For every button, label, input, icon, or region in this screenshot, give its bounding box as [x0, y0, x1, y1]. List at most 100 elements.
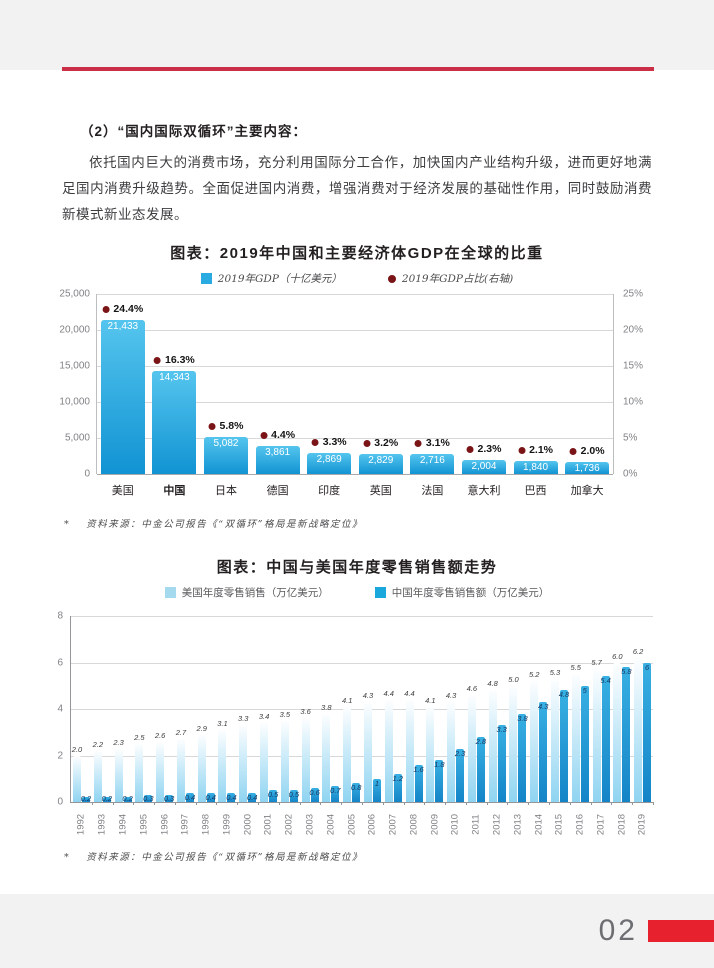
retail-value-us: 4.4 [383, 688, 394, 698]
retail-value-us: 5.3 [549, 667, 561, 677]
gdp-chart-column: 1,840 2.1% 巴西 [510, 294, 562, 497]
body-paragraph: 依托国内巨大的消费市场，充分利用国际分工合作，加快国内产业结构升级，进而更好地满… [62, 155, 652, 222]
axis-tick-label: 0 [84, 468, 90, 480]
retail-bar-cn [165, 795, 174, 802]
year-label: 1997 [179, 813, 191, 836]
retail-groups: 2.0 0.2 1992 2.2 0.2 1993 2.3 0.2 1994 2.5 0.3 1995… [71, 616, 654, 835]
gdp-category-label: 英国 [369, 485, 392, 497]
legend-label: 2019年GDP（十亿美元） [217, 273, 342, 285]
gdp-pct-label: 2.0% [580, 445, 605, 457]
gdp-pct-marker: 3.3% [311, 436, 347, 448]
axis-tick-label: 15% [623, 360, 644, 372]
retail-bar-cn [82, 797, 90, 802]
retail-year-group: 5.5 5 2016 [570, 616, 592, 835]
gdp-bar: 2,869 [307, 453, 352, 474]
gdp-bar: 1,736 [565, 462, 610, 474]
gdp-bar-value: 2,716 [419, 455, 445, 466]
axis-tick-label: 10% [623, 396, 644, 408]
gdp-chart-column: 3,861 4.4% 德国 [252, 294, 304, 497]
retail-year-group: 4.4 1.2 2007 [383, 616, 405, 835]
retail-year-group: 4.3 2.3 2010 [445, 616, 467, 835]
retail-bar-cn [476, 736, 485, 802]
retail-bar-cn [539, 702, 548, 802]
retail-chart: 8 6 4 2 0 2.0 0.2 1992 2.2 0.2 1993 2.3 0.2 1994 2.5 0.… [57, 611, 654, 835]
year-label: 2003 [304, 813, 316, 836]
retail-value-cn: 0.5 [267, 790, 279, 800]
x-axis-tick [382, 802, 384, 805]
footer-red-bar [648, 920, 714, 942]
gdp-pct-label: 3.3% [322, 436, 347, 448]
gdp-bar-value: 2,869 [316, 454, 342, 465]
gdp-pct-label: 2.1% [529, 444, 554, 456]
retail-bar-cn [185, 792, 194, 802]
gdp-pct-marker: 3.1% [414, 437, 450, 449]
circle-swatch-icon [387, 274, 396, 283]
gdp-chart-column: 5,082 5.8% 日本 [200, 294, 252, 497]
x-axis-tick [507, 802, 509, 805]
gdp-chart-column: 14,343 16.3% 中国 [149, 294, 201, 497]
retail-year-group: 5.0 3.8 2013 [507, 616, 530, 835]
retail-value-us: 2.7 [175, 728, 187, 738]
gdp-chart-plot: 21,433 24.4% 美国 14,343 16.3% 中国 5,082 5.8% 日本 3,8… [96, 294, 614, 497]
gridline [97, 474, 613, 475]
axis-tick-label: 4 [57, 703, 63, 715]
retail-bar-cn [393, 774, 402, 802]
retail-value-cn: 0.5 [288, 790, 300, 800]
gdp-pct-marker: 4.4% [260, 429, 295, 441]
retail-value-us: 3.8 [321, 702, 332, 712]
year-label: 2013 [512, 813, 524, 836]
pct-dot-icon [154, 356, 161, 364]
x-axis-tick [569, 802, 571, 805]
gdp-bar: 2,829 [358, 454, 403, 474]
gdp-bar-value: 1,840 [523, 462, 549, 473]
retail-year-group: 3.6 0.6 2003 [300, 616, 322, 835]
retail-bar-cn [518, 713, 527, 802]
retail-bar-cn [414, 764, 423, 802]
retail-bar-cn [248, 792, 257, 802]
retail-value-us: 4.8 [487, 679, 498, 689]
retail-value-us: 5.2 [528, 670, 540, 680]
gdp-category-label: 美国 [111, 485, 134, 497]
retail-bar-cn [289, 790, 298, 802]
retail-value-cn: 0.2 [80, 794, 92, 803]
retail-bar-us [488, 690, 497, 802]
year-label: 2010 [449, 813, 461, 836]
x-axis-tick [632, 802, 634, 805]
x-axis-tick [424, 802, 426, 805]
retail-bar-cn [310, 788, 319, 802]
retail-year-group: 2.5 0.3 1995 [133, 616, 156, 835]
gdp-bar-value: 14,343 [159, 372, 190, 383]
year-label: 1993 [96, 813, 108, 836]
gdp-category-label: 德国 [266, 485, 289, 497]
year-label: 1996 [159, 813, 171, 836]
retail-value-cn: 3.3 [496, 725, 507, 735]
retail-year-group: 2.0 0.2 1992 [71, 616, 93, 835]
chart1-legend: 2019年GDP（十亿美元） 2019年GDP占比(右轴) [62, 271, 652, 286]
gdp-chart-column: 2,716 3.1% 法国 [407, 294, 459, 497]
retail-year-group: 2.7 0.4 1997 [175, 616, 197, 835]
retail-year-group: 4.1 0.8 2005 [341, 616, 363, 835]
gdp-bar: 14,343 [152, 371, 197, 474]
pct-dot-icon [260, 431, 268, 439]
x-axis-tick [590, 802, 592, 805]
retail-bar-cn [227, 792, 236, 802]
retail-value-us: 2.6 [154, 730, 166, 740]
gridline [71, 709, 653, 710]
retail-value-cn: 6 [645, 662, 650, 672]
gdp-chart-column: 1,736 2.0% 加拿大 [561, 294, 613, 497]
source-note-2: * 资料来源：中金公司报告《“双循环”格局是新战略定位》 [62, 849, 652, 863]
gridline [97, 438, 613, 439]
axis-tick-label: 25,000 [59, 288, 90, 300]
retail-bar-us [613, 662, 622, 802]
retail-bar-us [73, 755, 81, 802]
gdp-bar: 5,082 [203, 437, 248, 474]
x-axis-tick [154, 802, 156, 805]
axis-tick-label: 20,000 [59, 324, 90, 336]
year-label: 2014 [533, 813, 545, 836]
retail-bar-cn [331, 785, 340, 802]
retail-bar-us [197, 734, 206, 802]
retail-value-cn: 0.6 [309, 788, 320, 798]
gdp-chart: 25,000 20,000 15,000 10,000 5,000 0 21,433 24.… [59, 289, 652, 502]
retail-year-group: 5.2 4.3 2014 [528, 616, 550, 835]
gdp-chart-column: 2,869 3.3% 印度 [303, 294, 355, 497]
